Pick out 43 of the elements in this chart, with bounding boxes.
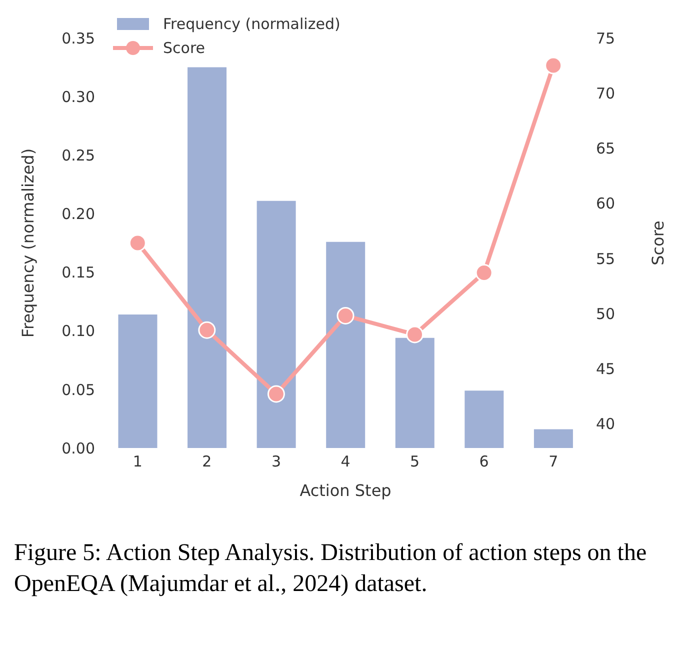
y-tick-label: 0.05 <box>62 380 95 399</box>
point <box>336 306 354 324</box>
bar <box>326 242 366 448</box>
legend-label: Frequency (normalized) <box>163 15 340 33</box>
bar <box>464 390 504 448</box>
point <box>128 234 146 252</box>
y2-tick-label: 70 <box>596 84 616 102</box>
y2-tick-label: 75 <box>596 29 616 48</box>
x-tick-label: 6 <box>479 452 489 471</box>
point <box>544 56 562 74</box>
x-tick-label: 3 <box>271 452 281 471</box>
y2-axis-title: Score <box>648 220 668 266</box>
y-tick-label: 0.15 <box>62 264 95 282</box>
x-tick-label: 5 <box>410 452 420 471</box>
x-tick-label: 2 <box>202 452 212 471</box>
x-tick-label: 4 <box>340 452 350 471</box>
point <box>198 321 216 339</box>
x-axis-title: Action Step <box>300 481 392 500</box>
bar <box>395 338 434 448</box>
point <box>406 326 424 344</box>
y-tick-label: 0.20 <box>62 205 95 224</box>
x-tick-label: 1 <box>132 452 142 471</box>
y-tick-label: 0.10 <box>62 322 95 340</box>
y2-tick-label: 55 <box>596 250 616 268</box>
point <box>475 264 493 282</box>
y2-tick-label: 40 <box>596 415 616 434</box>
bar <box>534 429 573 448</box>
y-axis-title: Frequency (normalized) <box>18 148 38 338</box>
y-tick-label: 0.25 <box>62 146 95 164</box>
x-tick-label: 7 <box>548 452 558 471</box>
y2-tick-label: 50 <box>596 304 616 323</box>
caption: Figure 5: Action Step Analysis. Distribution of action steps on the OpenEQA (Majumdar et al., 2024) dataset. <box>13 539 648 600</box>
y2-tick-label: 65 <box>596 140 616 158</box>
bar <box>188 67 227 448</box>
y-tick-label: 0.30 <box>62 88 95 106</box>
bar <box>256 200 296 448</box>
bar <box>118 314 158 448</box>
y2-tick-label: 60 <box>596 194 616 213</box>
legend-label: Score <box>163 39 206 57</box>
y-tick-label: 0.35 <box>62 29 95 48</box>
y-tick-label: 0.00 <box>62 439 95 458</box>
y2-tick-label: 45 <box>596 360 616 378</box>
point <box>267 385 285 403</box>
